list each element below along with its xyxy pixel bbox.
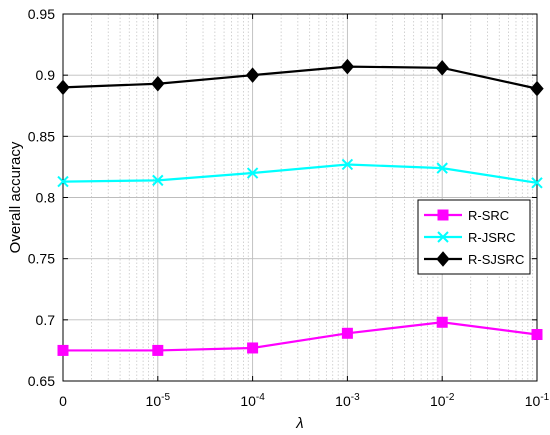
grid <box>63 14 537 381</box>
x-tick-base: 10 <box>240 393 256 409</box>
data-point-diamond <box>436 251 450 267</box>
x-tick-label: 10-3 <box>335 392 360 409</box>
x-tick-label: 10-2 <box>430 392 455 409</box>
y-axis-label: Overall accuracy <box>7 141 24 253</box>
legend-label: R-JSRC <box>468 230 516 245</box>
x-tick-exponent: -1 <box>540 392 549 403</box>
legend-label: R-SJSRC <box>468 252 524 267</box>
x-marker-stroke <box>437 231 449 243</box>
series-r-sjsrc <box>56 58 544 97</box>
data-point-diamond <box>435 60 449 76</box>
data-point-square <box>57 344 69 356</box>
data-point-diamond <box>340 58 355 75</box>
x-tick-label: 10-1 <box>525 392 550 409</box>
series-line <box>62 65 538 90</box>
data-point-square <box>247 342 259 354</box>
data-point-diamond <box>245 67 260 83</box>
data-point-diamond <box>151 75 165 92</box>
x-marker-stroke <box>152 174 164 187</box>
x-marker-stroke <box>57 175 69 188</box>
x-marker-stroke <box>341 158 354 171</box>
data-point-diamond <box>56 79 70 96</box>
data-point-diamond <box>530 80 544 97</box>
legend: R-SRC R-JSRC R-SJSRC <box>417 199 531 275</box>
x-tick-label: 10-5 <box>146 392 171 409</box>
legend-label: R-SRC <box>468 208 509 223</box>
data-point-square <box>437 209 449 221</box>
x-tick-base: 10 <box>430 393 446 409</box>
x-tick-exponent: -5 <box>161 392 170 403</box>
y-tick-label: 0.95 <box>28 6 55 22</box>
series-r-src <box>57 316 543 356</box>
x-tick-base: 10 <box>525 393 541 409</box>
x-tick-exponent: -4 <box>256 392 265 403</box>
data-point-square <box>436 316 448 328</box>
series-group <box>56 58 544 356</box>
x-tick-exponent: -2 <box>446 392 455 403</box>
x-tick-base: 10 <box>335 393 351 409</box>
y-tick-label: 0.9 <box>36 67 56 83</box>
axis-ticks: 0 10-5 10-4 10-3 10-2 10-10.650.70.750.80.850… <box>28 6 550 409</box>
data-point-square <box>341 327 353 339</box>
x-tick-base: 10 <box>146 393 162 409</box>
y-tick-label: 0.85 <box>28 128 55 144</box>
series-line <box>63 321 538 352</box>
legend-entry: R-SJSRC <box>424 251 524 267</box>
y-tick-label: 0.75 <box>28 251 55 267</box>
data-point-x <box>437 231 449 243</box>
data-point-x <box>531 177 543 189</box>
data-point-square <box>531 329 543 341</box>
data-point-x <box>436 162 448 174</box>
x-tick-base: 0 <box>59 393 67 409</box>
y-tick-label: 0.7 <box>36 312 56 328</box>
data-point-square <box>152 344 164 356</box>
x-marker-stroke <box>531 177 543 189</box>
series-r-jsrc <box>57 158 543 189</box>
x-marker-stroke <box>246 167 259 179</box>
data-point-x <box>246 167 259 179</box>
x-tick-label: 10-4 <box>240 392 265 409</box>
x-marker-stroke <box>436 162 448 174</box>
x-tick-label: 0 <box>59 393 67 409</box>
x-tick-exponent: -3 <box>351 392 360 403</box>
x-axis-label: λ <box>295 415 303 432</box>
series-line <box>62 163 538 184</box>
legend-entry: R-SRC <box>424 208 509 223</box>
data-point-x <box>152 174 164 187</box>
y-tick-label: 0.8 <box>36 190 56 206</box>
y-tick-label: 0.65 <box>28 373 55 389</box>
data-point-x <box>341 158 354 171</box>
legend-entry: R-JSRC <box>424 230 516 245</box>
data-point-x <box>57 175 69 188</box>
